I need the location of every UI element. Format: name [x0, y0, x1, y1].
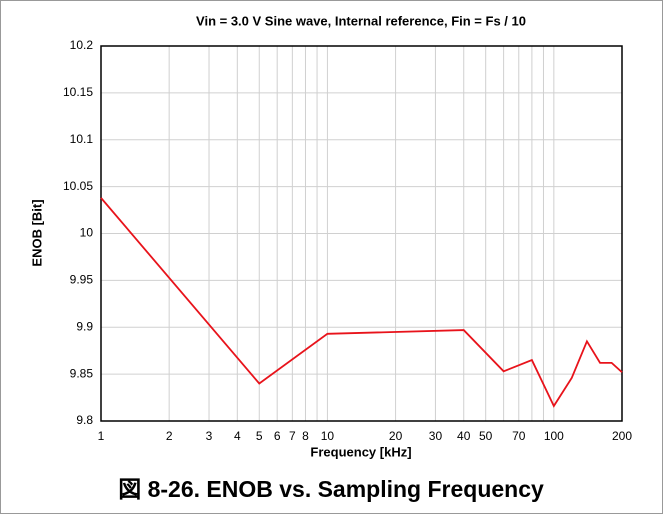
y-tick-label: 10.05 — [63, 179, 93, 193]
x-tick-label: 70 — [512, 429, 526, 443]
y-tick-label: 9.85 — [70, 366, 94, 380]
y-tick-label: 10.15 — [63, 85, 93, 99]
x-tick-label: 3 — [206, 429, 213, 443]
x-tick-label: 50 — [479, 429, 493, 443]
x-tick-label: 20 — [389, 429, 403, 443]
plot-border — [100, 45, 623, 422]
x-axis-label: Frequency [kHz] — [310, 444, 411, 459]
x-tick-label: 40 — [457, 429, 471, 443]
chart-title: Vin = 3.0 V Sine wave, Internal referenc… — [196, 13, 526, 28]
y-tick-label: 10.1 — [70, 132, 94, 146]
y-tick-label: 10 — [80, 226, 94, 240]
x-tick-label: 2 — [166, 429, 173, 443]
x-tick-label: 8 — [302, 429, 309, 443]
x-tick-label: 200 — [612, 429, 632, 443]
y-tick-label: 9.95 — [70, 273, 94, 287]
data-line — [100, 197, 623, 408]
x-tick-label: 30 — [429, 429, 443, 443]
x-tick-label: 100 — [544, 429, 564, 443]
y-tick-label: 10.2 — [70, 38, 94, 52]
y-tick-label: 9.9 — [76, 319, 93, 333]
x-tick-label: 4 — [234, 429, 241, 443]
x-tick-label: 5 — [256, 429, 263, 443]
y-tick-label: 9.8 — [76, 413, 93, 427]
y-axis-label: ENOB [Bit] — [29, 199, 44, 266]
x-tick-label: 6 — [274, 429, 281, 443]
x-tick-label: 1 — [98, 429, 105, 443]
caption: 図 8-26. ENOB vs. Sampling Frequency — [118, 476, 544, 502]
x-tick-label: 10 — [321, 429, 335, 443]
x-tick-label: 7 — [289, 429, 296, 443]
